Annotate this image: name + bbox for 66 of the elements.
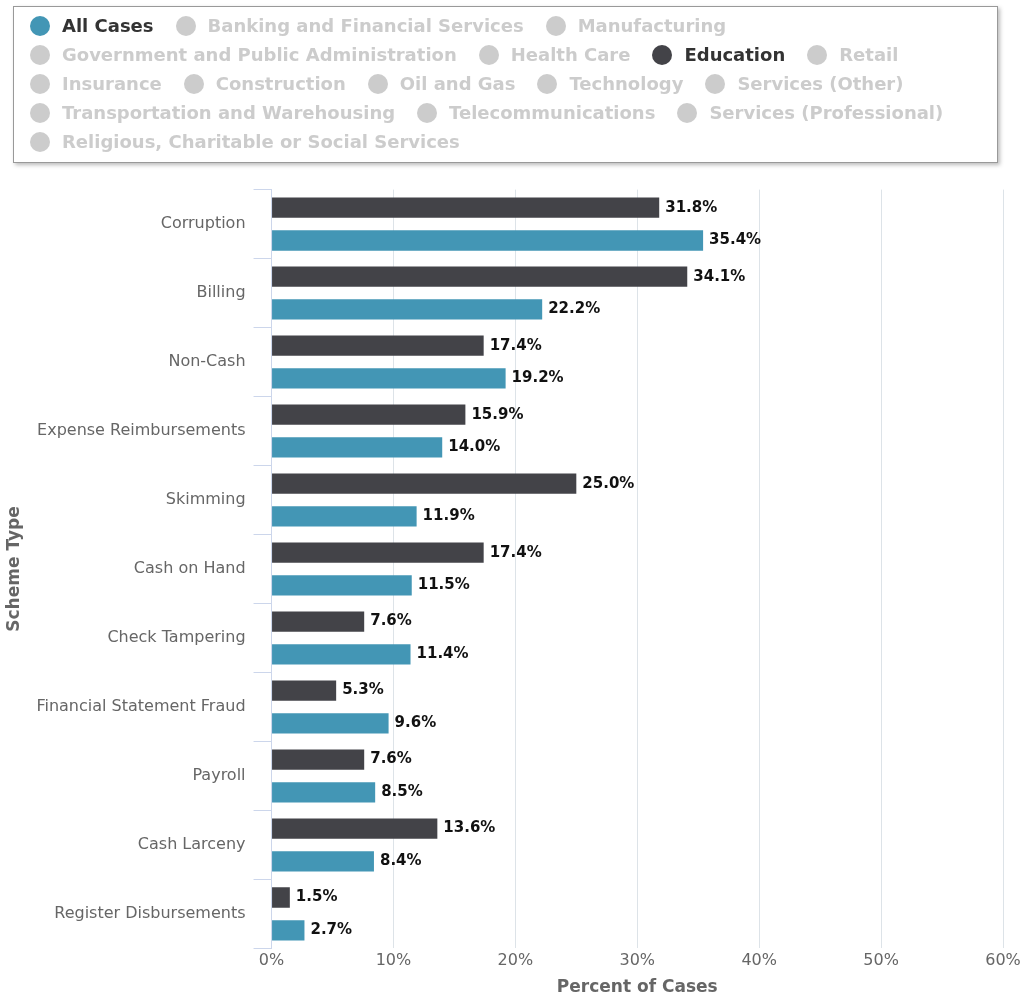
x-tick-label: 10% [375, 950, 412, 970]
data-label: 17.4% [489, 542, 542, 561]
data-label: 11.4% [416, 644, 469, 663]
x-axis-title: Percent of Cases [556, 976, 718, 997]
y-tick-label: Non-Cash [168, 351, 246, 371]
data-label: 31.8% [665, 197, 718, 216]
bar [272, 266, 688, 287]
data-label: 13.6% [443, 818, 496, 837]
bar [272, 920, 305, 941]
data-label: 19.2% [511, 368, 564, 387]
bar [272, 542, 484, 563]
data-label: 7.6% [370, 611, 412, 630]
data-label: 5.3% [342, 680, 384, 699]
bar [272, 713, 389, 734]
data-label: 8.5% [381, 782, 423, 801]
bar [272, 299, 543, 320]
bar [272, 473, 577, 494]
bar [272, 230, 704, 251]
y-tick-label: Corruption [160, 213, 246, 233]
y-tick-label: Payroll [192, 765, 246, 785]
data-label: 2.7% [310, 920, 353, 939]
data-label: 34.1% [693, 266, 746, 285]
data-label: 11.9% [422, 506, 475, 525]
y-tick-label: Cash Larceny [137, 834, 246, 854]
bar [272, 644, 411, 665]
y-tick-label: Billing [196, 282, 246, 302]
bar [272, 368, 506, 389]
y-tick-label: Cash on Hand [133, 558, 246, 578]
data-label: 15.9% [471, 404, 524, 423]
bar [272, 197, 660, 218]
data-label: 22.2% [548, 299, 601, 318]
x-tick-label: 40% [741, 950, 777, 970]
bar [272, 851, 374, 872]
bar [272, 782, 376, 803]
legend-label: Education [684, 44, 786, 65]
x-tick-label: 60% [985, 950, 1021, 970]
data-label: 7.6% [370, 749, 412, 768]
bar [272, 680, 337, 701]
data-label: 8.4% [379, 851, 422, 870]
y-tick-label: Check Tampering [107, 627, 246, 647]
bar [272, 818, 438, 839]
y-axis-title: Scheme Type [2, 506, 23, 632]
x-tick-label: 0% [258, 950, 285, 970]
x-tick-label: 20% [497, 950, 534, 970]
bar [272, 404, 466, 425]
y-tick-label: Register Disbursements [54, 903, 246, 923]
bar [272, 887, 290, 908]
bar [272, 611, 365, 632]
bar [272, 335, 484, 356]
bar [272, 437, 443, 458]
bar [272, 506, 417, 527]
data-label: 35.4% [709, 230, 762, 249]
data-label: 17.4% [489, 335, 542, 354]
y-tick-label: Skimming [165, 489, 246, 509]
data-label: 11.5% [417, 575, 470, 594]
data-label: 1.5% [295, 887, 338, 906]
legend-label: All Cases [62, 15, 154, 36]
x-tick-label: 50% [863, 950, 899, 970]
data-label: 9.6% [394, 713, 437, 732]
y-tick-label: Expense Reimbursements [37, 420, 246, 440]
x-tick-label: 30% [619, 950, 656, 970]
data-label: 25.0% [582, 473, 635, 492]
y-tick-label: Financial Statement Fraud [36, 696, 246, 716]
bar [272, 575, 412, 596]
data-label: 14.0% [448, 437, 501, 456]
bar [272, 749, 365, 770]
